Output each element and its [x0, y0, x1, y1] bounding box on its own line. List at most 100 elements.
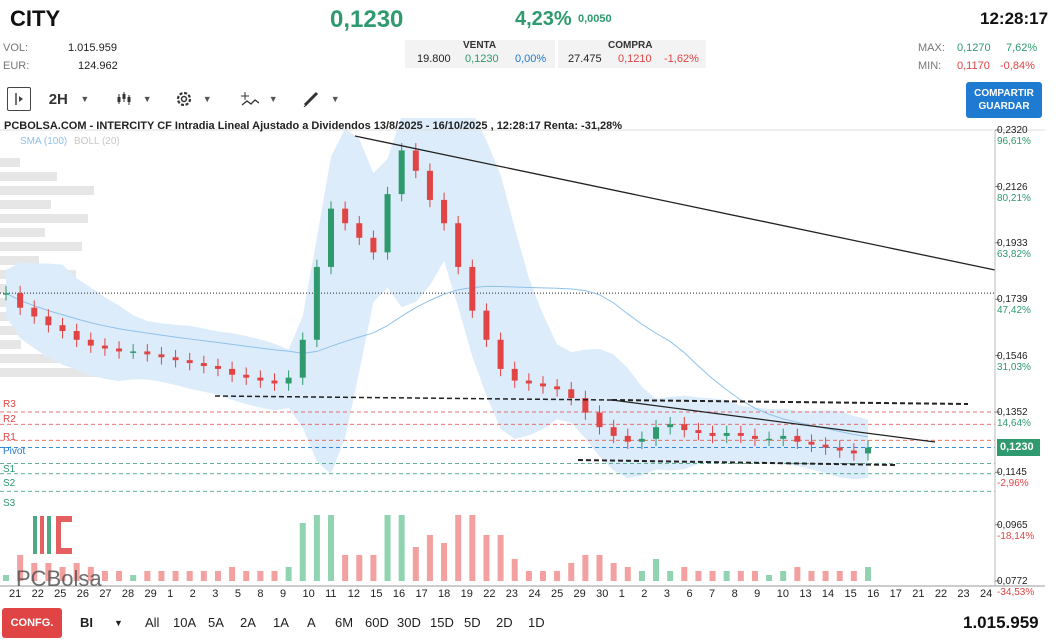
range-button-5d[interactable]: 5D: [464, 615, 481, 630]
chart-toolbar: 2H ▼ ▼ ▼ ▼ ▼: [0, 82, 1058, 116]
volume-bar: [822, 571, 829, 581]
candle-body: [186, 360, 193, 364]
chevron-down-icon[interactable]: ▼: [114, 618, 123, 628]
volume-bar: [582, 555, 589, 581]
candle-body: [455, 223, 462, 267]
volume-bar: [229, 567, 236, 581]
x-tick-label: 12: [347, 588, 360, 600]
volume-bar: [257, 571, 264, 581]
config-button[interactable]: CONFG.: [2, 608, 62, 638]
y-tick-label: 0,2320 96,61%: [997, 125, 1031, 147]
range-button-a[interactable]: A: [307, 615, 316, 630]
share-save-button[interactable]: COMPARTIR GUARDAR: [966, 82, 1042, 118]
chart-type-selector[interactable]: ▼: [112, 87, 156, 111]
interval-label: 2H: [48, 90, 68, 108]
sma-label[interactable]: SMA (100): [20, 136, 68, 147]
y-tick-label: 0,0772 -34,53%: [997, 576, 1034, 598]
channel-top-dashed[interactable]: [611, 399, 969, 405]
range-button-5a[interactable]: 5A: [208, 615, 224, 630]
y-tick-price: 0,1352: [997, 407, 1028, 419]
min-value: 0,1170: [957, 60, 990, 72]
volume-bar: [3, 575, 9, 581]
candle-body: [483, 310, 490, 340]
price-chart[interactable]: PCBolsa PCBOLSA.COM - INTERCITY CF Intra…: [0, 118, 1058, 600]
candle-body: [766, 438, 773, 441]
x-tick-label: 29: [144, 588, 157, 600]
indicators-selector[interactable]: ▼: [236, 87, 282, 111]
y-tick-pct: 63,82%: [997, 248, 1031, 260]
candle-body: [850, 450, 857, 454]
trendline-short[interactable]: [611, 399, 936, 443]
trendline-support-dashed[interactable]: [214, 395, 613, 401]
candle-body: [653, 427, 660, 439]
indicators-icon: [241, 92, 260, 106]
chart-canvas[interactable]: PCBolsa: [0, 118, 1058, 588]
y-tick-label: 0,1546 31,03%: [997, 351, 1031, 373]
volume-bar: [87, 567, 94, 581]
candle-body: [539, 383, 546, 387]
x-tick-label: 22: [31, 588, 44, 600]
absolute-change: 0,0050: [578, 13, 612, 25]
candle-body: [87, 339, 94, 346]
chart-title: PCBOLSA.COM - INTERCITY CF Intradia Line…: [4, 120, 623, 132]
trendline-resistance[interactable]: [354, 135, 996, 271]
s2-label: S2: [3, 478, 16, 489]
panel-toggle-icon[interactable]: [7, 87, 31, 111]
range-button-30d[interactable]: 30D: [397, 615, 421, 630]
y-tick-price: 0,2126: [997, 181, 1028, 193]
y-tick-price: 0,1739: [997, 294, 1028, 306]
y-tick-price: 0,0965: [997, 519, 1028, 531]
candle-body: [130, 351, 137, 353]
candle-body: [525, 380, 532, 384]
candle-body: [554, 386, 561, 390]
volume-bar: [596, 555, 603, 581]
volume-bar: [31, 563, 38, 581]
volume-profile-bar: [0, 172, 57, 181]
candle-body: [200, 363, 207, 366]
volume-bar: [624, 567, 631, 581]
x-tick-label: 18: [438, 588, 451, 600]
range-button-bi[interactable]: BI: [80, 615, 93, 630]
x-tick-label: 10: [302, 588, 315, 600]
volume-bar: [73, 563, 80, 581]
min-pct: -0,84%: [1000, 60, 1035, 72]
candle-body: [257, 377, 264, 381]
x-tick-label: 25: [550, 588, 564, 600]
volume-profile-bar: [0, 228, 45, 237]
interval-selector[interactable]: 2H ▼: [44, 87, 94, 111]
range-button-all[interactable]: All: [145, 615, 160, 630]
x-tick-label: 9: [279, 588, 287, 600]
settings-selector[interactable]: ▼: [170, 87, 216, 111]
y-tick-label: 0,1739 47,42%: [997, 294, 1031, 316]
volume-bar: [328, 515, 335, 581]
s1-label: S1: [3, 464, 16, 475]
current-price-box: 0,1230: [997, 439, 1040, 456]
range-button-1d[interactable]: 1D: [528, 615, 545, 630]
venta-label: VENTA: [463, 40, 497, 51]
range-button-1a[interactable]: 1A: [273, 615, 289, 630]
x-tick-label: 2: [189, 588, 196, 600]
chevron-down-icon: ▼: [142, 94, 152, 104]
range-button-10a[interactable]: 10A: [173, 615, 197, 630]
range-button-15d[interactable]: 15D: [430, 615, 454, 630]
boll-label[interactable]: BOLL (20): [74, 136, 120, 147]
candle-body: [299, 339, 306, 378]
candle-body: [59, 325, 66, 332]
r2-label: R2: [3, 414, 16, 425]
channel-bottom-dashed[interactable]: [577, 459, 899, 466]
x-tick-label: 3: [212, 588, 219, 600]
candle-body: [610, 427, 617, 436]
x-tick-label: 7: [709, 588, 716, 600]
compra-qty: 27.475: [568, 53, 602, 65]
venta-box: VENTA 19.800 0,1230 0,00%: [405, 40, 555, 68]
range-button-2a[interactable]: 2A: [240, 615, 256, 630]
range-button-2d[interactable]: 2D: [496, 615, 513, 630]
drawing-tools-selector[interactable]: ▼: [298, 87, 344, 111]
volume-bar: [271, 571, 278, 581]
volume-bar: [525, 571, 532, 581]
volume-bar: [836, 571, 843, 581]
candle-body: [229, 368, 236, 375]
volume-bar: [200, 571, 207, 581]
range-button-60d[interactable]: 60D: [365, 615, 389, 630]
range-button-6m[interactable]: 6M: [335, 615, 354, 630]
